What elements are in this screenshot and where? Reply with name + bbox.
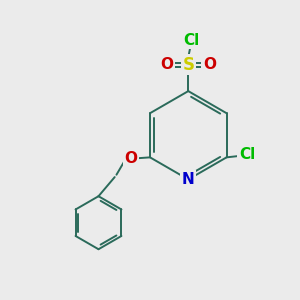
Text: Cl: Cl	[183, 33, 199, 48]
Text: O: O	[203, 57, 216, 72]
Text: O: O	[160, 57, 174, 72]
Text: Cl: Cl	[239, 147, 255, 162]
Text: S: S	[182, 56, 194, 74]
Text: N: N	[182, 172, 195, 187]
Text: O: O	[124, 151, 137, 166]
